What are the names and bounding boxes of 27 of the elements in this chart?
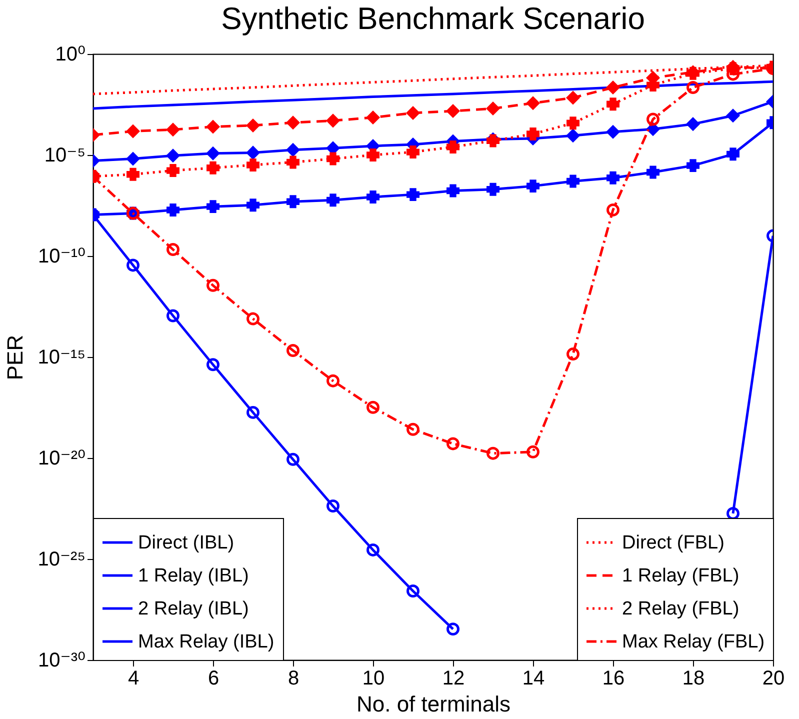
x-tick-label: 12 (442, 668, 465, 690)
y-axis-title: PER (2, 334, 28, 380)
legend-label: Max Relay (IBL) (138, 632, 274, 652)
y-tick-label: 10⁰ (55, 44, 86, 66)
chart-title: Synthetic Benchmark Scenario (221, 1, 645, 36)
y-tick-label: 10⁻⁵ (44, 144, 86, 166)
legend-label: 1 Relay (IBL) (138, 566, 249, 586)
legend-label: Direct (FBL) (622, 532, 724, 554)
legend-label: Direct (IBL) (138, 532, 234, 554)
x-tick-label: 20 (762, 668, 785, 690)
legend-label: 1 Relay (FBL) (622, 566, 740, 586)
x-tick-label: 14 (522, 668, 545, 690)
legend-label: 2 Relay (FBL) (622, 598, 740, 620)
x-tick-label: 16 (602, 668, 625, 690)
x-tick-label: 18 (682, 668, 705, 690)
x-tick-label: 4 (128, 668, 140, 690)
y-tick-label: 10⁻¹⁵ (38, 346, 86, 368)
y-tick-label: 10⁻²⁵ (38, 548, 86, 570)
x-tick-label: 10 (362, 668, 385, 690)
x-tick-label: 8 (288, 668, 300, 690)
x-tick-label: 6 (208, 668, 220, 690)
x-axis-title: No. of terminals (356, 692, 511, 716)
y-tick-label: 10⁻²⁰ (38, 448, 86, 470)
legend-label: 2 Relay (IBL) (138, 598, 249, 620)
legend-label: Max Relay (FBL) (622, 632, 765, 652)
y-tick-label: 10⁻¹⁰ (38, 246, 86, 268)
y-tick-label: 10⁻³⁰ (38, 650, 86, 672)
